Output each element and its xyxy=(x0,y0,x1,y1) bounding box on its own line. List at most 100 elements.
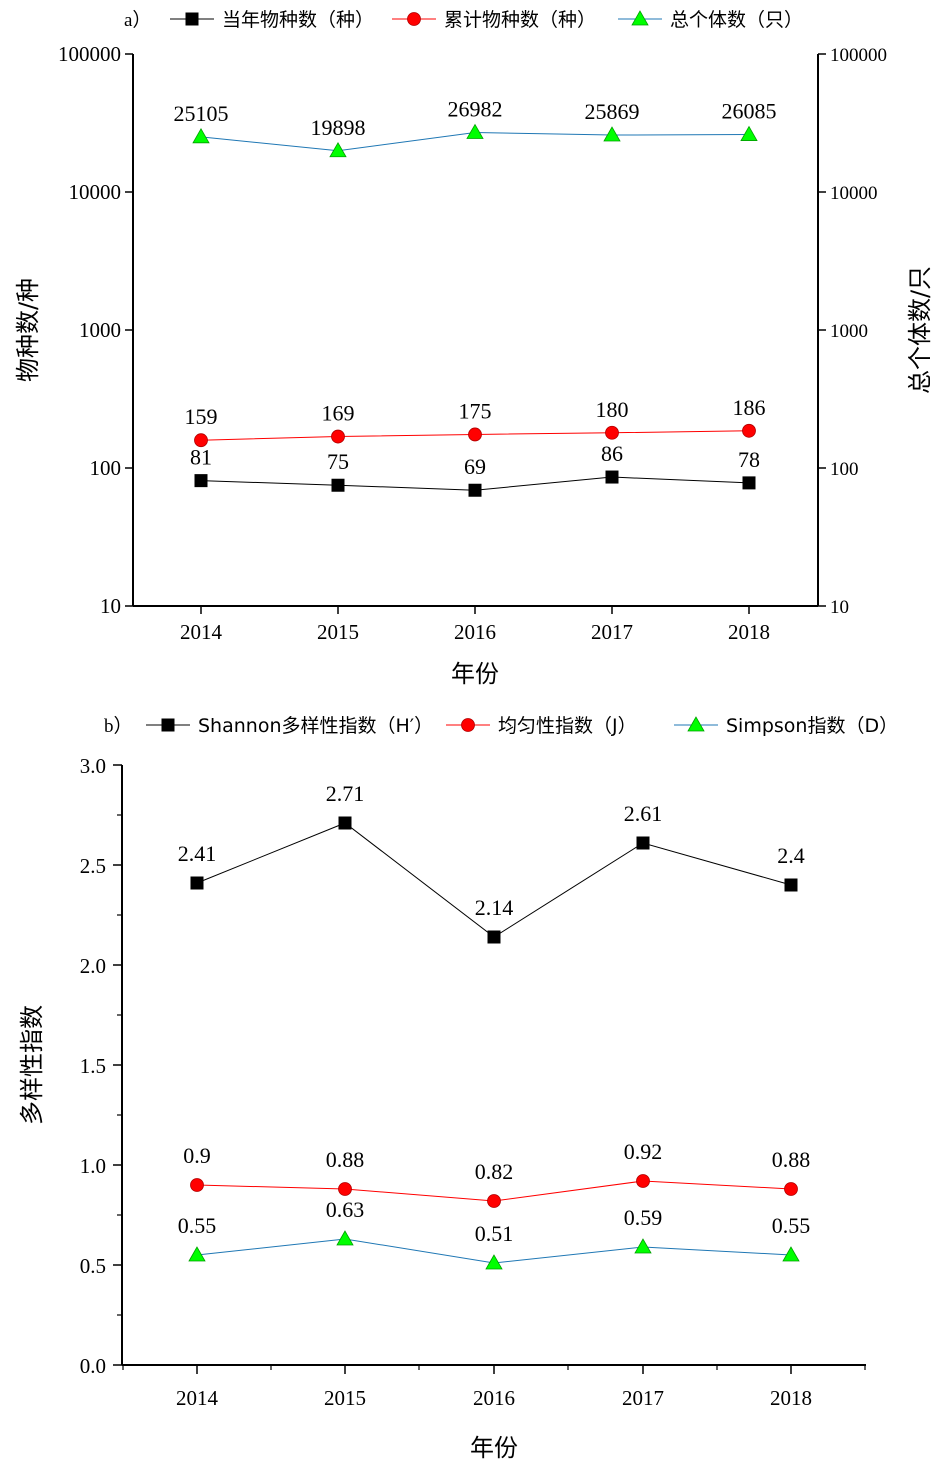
chart-a-data-label: 169 xyxy=(322,401,355,426)
chart-a-point-triangle xyxy=(466,123,484,139)
chart-a-point-circle xyxy=(331,429,345,444)
chart-b-xtick-label: 2014 xyxy=(176,1386,219,1410)
chart-a-data-label: 19898 xyxy=(311,115,366,140)
chart-b-legend-text: Simpson指数（D） xyxy=(726,715,898,737)
chart-b-data-label: 0.51 xyxy=(475,1221,514,1246)
chart-a-ytick-label-left: 1000 xyxy=(79,318,121,342)
chart-a-data-label: 175 xyxy=(459,398,492,423)
chart-b-xtick-label: 2018 xyxy=(770,1386,812,1410)
chart-b-point-triangle xyxy=(634,1238,652,1254)
chart-b-data-label: 0.88 xyxy=(772,1147,811,1172)
chart-a-ytick-label-right: 100000 xyxy=(830,45,887,66)
chart-a-point-square xyxy=(331,478,345,492)
chart-a-ylabel: 物种数/种 xyxy=(14,278,42,382)
chart-b-ytick-label: 0.0 xyxy=(80,1354,106,1378)
chart-a-ytick-label-left: 10000 xyxy=(69,180,122,204)
chart-a-data-label: 69 xyxy=(464,454,486,479)
chart-a-point-square xyxy=(742,476,756,490)
chart-a-point-circle xyxy=(468,427,482,442)
chart-a-xlabel: 年份 xyxy=(451,660,499,688)
chart-b-data-label: 0.88 xyxy=(326,1147,365,1172)
chart-b-xlabel: 年份 xyxy=(470,1434,518,1462)
chart-a-xtick-label: 2018 xyxy=(728,620,770,644)
chart-a-legend-marker xyxy=(631,10,649,26)
chart-a-point-circle xyxy=(605,425,619,440)
chart-b-data-label: 0.82 xyxy=(475,1159,514,1184)
chart-b-point-square xyxy=(338,816,352,830)
chart-a-point-triangle xyxy=(329,141,347,158)
chart-b-data-label: 2.4 xyxy=(777,843,805,868)
chart-a-ytick-label-right: 100 xyxy=(830,459,859,480)
chart-b-data-label: 0.55 xyxy=(178,1213,217,1238)
chart-b-point-square xyxy=(636,836,650,850)
chart-b-legend-marker xyxy=(687,716,705,732)
chart-b-panel-label: b） xyxy=(104,715,133,737)
chart-a-legend-text: 当年物种数（种） xyxy=(222,9,374,31)
chart-a-data-label: 81 xyxy=(190,445,212,470)
chart-b-xtick-label: 2017 xyxy=(622,1386,664,1410)
chart-b-ytick-label: 3.0 xyxy=(80,754,106,778)
chart-a-ytick-label-left: 100000 xyxy=(58,42,121,66)
chart-b-legend-text: Shannon多样性指数（H′） xyxy=(198,715,433,737)
chart-a-data-label: 186 xyxy=(733,395,766,420)
chart-a-point-circle xyxy=(194,433,208,448)
chart-a-xtick-label: 2014 xyxy=(180,620,223,644)
chart-b-data-label: 2.41 xyxy=(178,841,217,866)
chart-a-ytick-label-right: 1000 xyxy=(830,321,868,342)
chart-b-ylabel: 多样性指数 xyxy=(18,1005,46,1125)
chart-b-point-circle xyxy=(338,1182,352,1196)
chart-b-ytick-label: 1.5 xyxy=(80,1054,106,1078)
chart-a-ytick-label-right: 10 xyxy=(830,597,849,618)
chart-b-point-circle xyxy=(487,1194,501,1208)
chart-a-data-label: 159 xyxy=(185,404,218,429)
chart-b-data-label: 0.63 xyxy=(326,1197,365,1222)
chart-a-data-label: 25869 xyxy=(585,99,640,124)
chart-a-legend-text: 总个体数（只） xyxy=(670,9,803,31)
chart-b: 0.0 0.5 1.0 1.5 2.0 2.5 3.0 2014 2015 2016 2017 201… xyxy=(18,715,898,1462)
chart-b-point-circle xyxy=(190,1178,204,1192)
chart-b-point-square xyxy=(784,878,798,892)
chart-a-point-square xyxy=(194,474,208,488)
chart-b-point-triangle xyxy=(485,1254,503,1270)
chart-a-xtick-label: 2017 xyxy=(591,620,633,644)
chart-b-data-label: 0.92 xyxy=(624,1139,663,1164)
chart-b-xtick-label: 2015 xyxy=(324,1386,366,1410)
chart-b-point-square xyxy=(487,930,501,944)
chart-a-legend-marker xyxy=(407,12,421,26)
chart-a-data-label: 75 xyxy=(327,449,349,474)
chart-b-data-label: 0.55 xyxy=(772,1213,811,1238)
chart-b-legend-text: 均匀性指数（J） xyxy=(498,715,637,737)
chart-b-point-triangle xyxy=(188,1246,206,1262)
chart-a-legend-text: 累计物种数（种） xyxy=(444,9,596,31)
chart-a-data-label: 180 xyxy=(596,397,629,422)
chart-b-legend-marker xyxy=(461,718,475,732)
chart-a-data-label: 78 xyxy=(738,447,760,472)
chart-a-point-triangle xyxy=(192,128,210,144)
chart-b-point-square xyxy=(190,876,204,890)
chart-a-data-label: 25105 xyxy=(174,101,229,126)
chart-a-ylabel-right: 总个体数/只 xyxy=(906,266,934,394)
chart-b-data-label: 0.9 xyxy=(183,1143,211,1168)
chart-b-ytick-label: 0.5 xyxy=(80,1254,106,1278)
chart-b-ytick-label: 1.0 xyxy=(80,1154,106,1178)
chart-a-legend-marker xyxy=(185,12,199,26)
chart-a-ytick-label-right: 10000 xyxy=(830,183,878,204)
chart-a-data-label: 26982 xyxy=(448,97,503,122)
chart-b-ytick-label: 2.0 xyxy=(80,954,106,978)
chart-b-data-label: 0.59 xyxy=(624,1205,663,1230)
chart-b-data-label: 2.61 xyxy=(624,801,663,826)
chart-a-point-circle xyxy=(742,423,756,438)
chart-a-xtick-label: 2016 xyxy=(454,620,496,644)
chart-a-point-triangle xyxy=(740,125,758,141)
chart-a-ytick-label-left: 100 xyxy=(90,456,122,480)
chart-b-data-label: 2.14 xyxy=(475,895,514,920)
chart-b-point-circle xyxy=(636,1174,650,1188)
chart-a-data-label: 86 xyxy=(601,441,623,466)
chart-b-legend-marker xyxy=(161,718,175,732)
chart-a-panel-label: a） xyxy=(124,9,151,31)
chart-a-data-label: 26085 xyxy=(722,99,777,124)
chart-a-point-square xyxy=(468,483,482,497)
chart-a: 10 10 100 100 1000 1000 10000 10000 100000 100000… xyxy=(14,9,934,688)
chart-a-xtick-label: 2015 xyxy=(317,620,359,644)
